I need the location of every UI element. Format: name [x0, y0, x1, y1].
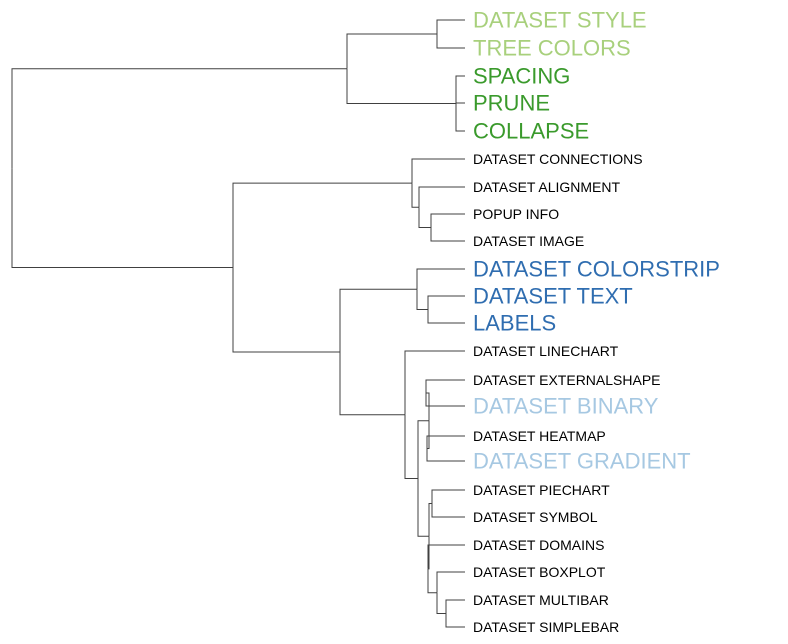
leaf-label: DATASET PIECHART [473, 482, 610, 498]
leaf-label: DATASET IMAGE [473, 233, 584, 249]
leaf-label: LABELS [473, 311, 556, 336]
tree-branch [427, 295, 465, 310]
leaf-label: DATASET SYMBOL [473, 509, 598, 525]
tree-branch [436, 571, 465, 593]
leaf-label: DATASET EXTERNALSHAPE [473, 372, 661, 388]
tree-branches [11, 19, 465, 628]
leaf-label: DATASET BINARY [473, 394, 659, 419]
leaf-label: SPACING [473, 64, 570, 89]
tree-branch [411, 183, 419, 208]
leaf-label: DATASET HEATMAP [473, 428, 606, 444]
leaf-label: DATASET ALIGNMENT [473, 179, 620, 195]
leaf-label: PRUNE [473, 91, 550, 116]
tree-branch [426, 448, 465, 462]
tree-branch [339, 351, 405, 416]
leaf-label: DATASET DOMAINS [473, 537, 604, 553]
tree-branch [427, 568, 437, 594]
tree-branch [427, 309, 465, 324]
tree-branch [445, 613, 465, 628]
leaf-label: DATASET COLORSTRIP [473, 257, 720, 282]
leaf-label: DATASET GRADIENT [473, 449, 691, 474]
tree-branch [416, 268, 465, 290]
tree-branch [425, 379, 465, 393]
tree-branch [346, 68, 456, 104]
tree-branch [430, 227, 465, 242]
leaf-label: COLLAPSE [473, 119, 589, 144]
tree-branch [425, 393, 465, 407]
leaf-label: DATASET TEXT [473, 284, 633, 309]
tree-branch [416, 289, 428, 310]
leaf-label: DATASET STYLE [473, 8, 647, 33]
tree-branch [455, 103, 465, 132]
tree-branch [436, 592, 446, 614]
tree-branch [232, 182, 412, 268]
tree-branch [428, 503, 432, 537]
tree-branch [339, 288, 417, 352]
tree-branch [436, 19, 465, 34]
tree-branch [404, 350, 465, 415]
tree-branch [418, 207, 431, 228]
tree-branch [417, 420, 429, 479]
tree-branch [455, 102, 465, 104]
tree-branch [418, 186, 465, 208]
leaf-label: DATASET SIMPLEBAR [473, 619, 619, 635]
leaf-label: TREE COLORS [473, 36, 631, 61]
tree-branch [455, 75, 465, 104]
leaf-label: DATASET CONNECTIONS [473, 151, 643, 167]
tree-branch [11, 68, 347, 169]
tree-branch [11, 168, 233, 269]
tree-branch [411, 158, 465, 184]
leaf-label: POPUP INFO [473, 206, 559, 222]
tree-branch [445, 599, 465, 614]
tree-branch [427, 420, 430, 449]
leaf-label: DATASET BOXPLOT [473, 564, 606, 580]
tree-branch [417, 478, 429, 537]
tree-branch [426, 435, 465, 449]
tree-branch [436, 34, 465, 49]
tree-branch [426, 392, 430, 421]
tree-branch [431, 503, 465, 518]
tree-branch [431, 489, 465, 504]
leaf-label: DATASET LINECHART [473, 343, 619, 359]
leaf-label: DATASET MULTIBAR [473, 592, 609, 608]
tree-branch [232, 267, 340, 353]
tree-branch [404, 414, 418, 479]
tree-branch [427, 544, 465, 569]
tree-branch [346, 33, 437, 69]
tree-branch [430, 213, 465, 228]
